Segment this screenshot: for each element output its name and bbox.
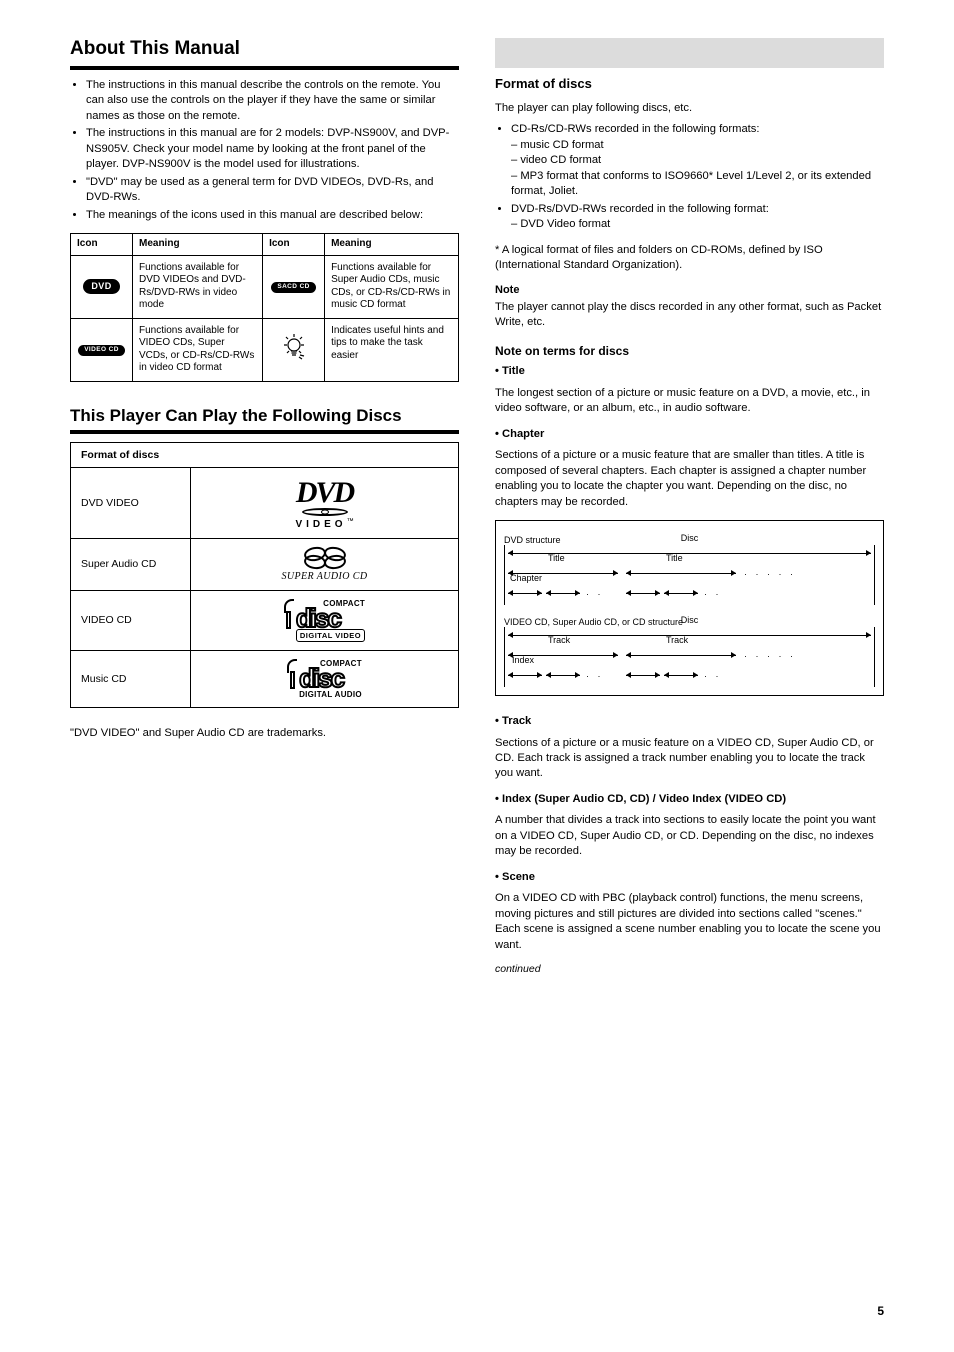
icon-meaning-table: Icon Meaning Icon Meaning DVD Functions … <box>70 233 459 382</box>
list-item: The instructions in this manual are for … <box>86 126 459 172</box>
term-track-text: Sections of a picture or a music feature… <box>495 736 884 782</box>
table-header-row: Format of discs <box>71 442 459 467</box>
hint-icon <box>263 318 325 381</box>
title-label: Title <box>666 553 683 563</box>
section-rule <box>70 430 459 434</box>
term-chapter: • Chapter <box>495 427 884 442</box>
cell-text: Functions available for Super Audio CDs,… <box>325 255 459 318</box>
index-label: Index <box>512 655 534 665</box>
formats-intro: The player can play following discs, etc… <box>495 101 884 116</box>
formats-heading: Format of discs <box>495 76 884 91</box>
chapter-label: Chapter <box>510 573 542 583</box>
table-row: DVD VIDEO DVD VIDEO™ <box>71 467 459 538</box>
video-cd-icon: VIDEO CD <box>71 318 133 381</box>
terms-heading: Note on terms for discs <box>495 344 884 358</box>
col-header: Icon <box>263 234 325 256</box>
track-label: Track <box>548 635 570 645</box>
term-scene: • Scene <box>495 870 884 885</box>
video-cd-pill: VIDEO CD <box>78 345 125 356</box>
row-label: VIDEO CD <box>71 590 191 651</box>
col-header: Meaning <box>325 234 459 256</box>
super-audio-cd-logo: SUPER AUDIO CD <box>191 538 459 590</box>
list-item: CD-Rs/CD-RWs recorded in the following f… <box>511 122 884 199</box>
formats-bullets: CD-Rs/CD-RWs recorded in the following f… <box>495 122 884 232</box>
page-columns: About This Manual The instructions in th… <box>70 38 884 975</box>
music-cd-logo: COMPACT disc DIGITAL AUDIO <box>191 651 459 708</box>
term-title-text: The longest section of a picture or musi… <box>495 386 884 417</box>
dvd-pill: DVD <box>83 279 119 294</box>
lightbulb-icon <box>281 341 307 366</box>
term-index-text: A number that divides a track into secti… <box>495 813 884 859</box>
sidebar-header <box>495 38 884 68</box>
cell-text: Functions available for DVD VIDEOs and D… <box>133 255 263 318</box>
term-scene-text: On a VIDEO CD with PBC (playback control… <box>495 891 884 953</box>
track-label: Track <box>666 635 688 645</box>
right-column: Format of discs The player can play foll… <box>495 38 884 975</box>
list-item: The meanings of the icons used in this m… <box>86 208 459 223</box>
title-label: Title <box>548 553 565 563</box>
note-head: Note <box>495 284 884 296</box>
table-row: Music CD COMPACT disc DIGITAL AUDIO <box>71 651 459 708</box>
row-label: Music CD <box>71 651 191 708</box>
cell-text: Indicates useful hints and tips to make … <box>325 318 459 381</box>
disc-structure-diagram: DVD structure Disc Title Title · · · · · <box>495 520 884 696</box>
row-label: Super Audio CD <box>71 538 191 590</box>
format-logos-table: Format of discs DVD VIDEO DVD VIDEO™ Sup… <box>70 442 459 709</box>
page-number: 5 <box>877 1304 884 1318</box>
cell-text: Functions available for VIDEO CDs, Super… <box>133 318 263 381</box>
intro-bullets: The instructions in this manual describe… <box>70 78 459 223</box>
col-header: Meaning <box>133 234 263 256</box>
logos-note: "DVD VIDEO" and Super Audio CD are trade… <box>70 726 459 741</box>
video-cd-logo: COMPACT disc DIGITAL VIDEO <box>191 590 459 651</box>
col-header: Format of discs <box>71 442 459 467</box>
table-row: DVD Functions available for DVD VIDEOs a… <box>71 255 459 318</box>
playable-heading: This Player Can Play the Following Discs <box>70 406 459 426</box>
list-item: DVD-Rs/DVD-RWs recorded in the following… <box>511 202 884 233</box>
disc-label: Disc <box>681 615 699 625</box>
row-label: DVD VIDEO <box>71 467 191 538</box>
note-text: The player cannot play the discs recorde… <box>495 300 884 331</box>
table-row: VIDEO CD Functions available for VIDEO C… <box>71 318 459 381</box>
term-index: • Index (Super Audio CD, CD) / Video Ind… <box>495 792 884 807</box>
list-item: "DVD" may be used as a general term for … <box>86 175 459 206</box>
list-item: The instructions in this manual describe… <box>86 78 459 124</box>
table-row: VIDEO CD COMPACT disc DIGITAL VIDEO <box>71 590 459 651</box>
dvd-icon: DVD <box>71 255 133 318</box>
iso-note: * A logical format of files and folders … <box>495 243 884 274</box>
col-header: Icon <box>71 234 133 256</box>
dvd-video-logo: DVD VIDEO™ <box>191 467 459 538</box>
page-title: About This Manual <box>70 38 459 60</box>
sacd-cd-icon: SACD CD <box>263 255 325 318</box>
sacd-cd-pill: SACD CD <box>271 282 315 293</box>
title-rule <box>70 66 459 70</box>
left-column: About This Manual The instructions in th… <box>70 38 459 975</box>
term-title: • Title <box>495 364 884 379</box>
term-chapter-text: Sections of a picture or a music feature… <box>495 448 884 510</box>
table-header-row: Icon Meaning Icon Meaning <box>71 234 459 256</box>
table-row: Super Audio CD SUPER AUDIO CD <box>71 538 459 590</box>
disc-label: Disc <box>681 533 699 543</box>
continued-marker: continued <box>495 963 884 975</box>
dvd-structure-block: Disc Title Title · · · · · Chapter · · <box>504 545 875 605</box>
cd-structure-block: Disc Track Track · · · · · Index · · · <box>504 627 875 687</box>
term-track: • Track <box>495 714 884 729</box>
